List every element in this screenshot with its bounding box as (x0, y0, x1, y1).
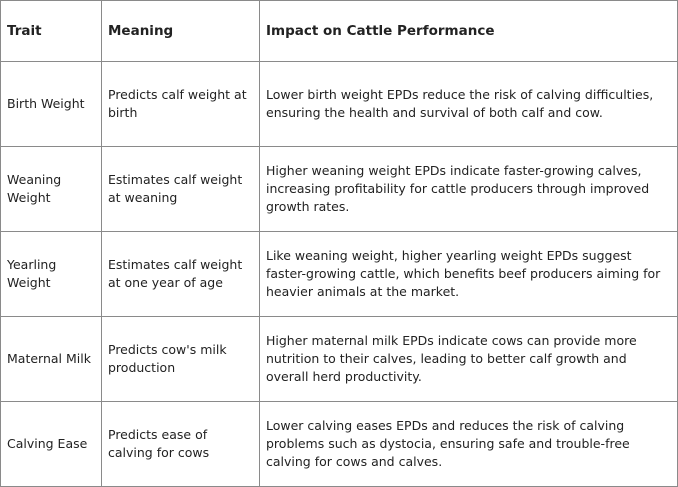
table-row: Birth Weight Predicts calf weight at bir… (0, 61, 678, 147)
meaning-cell: Predicts calf weight at birth (101, 61, 260, 147)
table-row: Calving Ease Predicts ease of calving fo… (0, 401, 678, 487)
trait-cell: Calving Ease (0, 401, 102, 487)
table-row: Yearling Weight Estimates calf weight at… (0, 231, 678, 317)
impact-cell: Lower calving eases EPDs and reduces the… (259, 401, 678, 487)
trait-cell: Weaning Weight (0, 146, 102, 232)
meaning-cell: Predicts ease of calving for cows (101, 401, 260, 487)
meaning-cell: Estimates calf weight at weaning (101, 146, 260, 232)
header-trait: Trait (0, 0, 102, 62)
impact-cell: Higher weaning weight EPDs indicate fast… (259, 146, 678, 232)
impact-cell: Like weaning weight, higher yearling wei… (259, 231, 678, 317)
table-header-row: Trait Meaning Impact on Cattle Performan… (0, 0, 678, 62)
impact-cell: Lower birth weight EPDs reduce the risk … (259, 61, 678, 147)
header-impact: Impact on Cattle Performance (259, 0, 678, 62)
trait-cell: Maternal Milk (0, 316, 102, 402)
meaning-cell: Predicts cow's milk production (101, 316, 260, 402)
meaning-cell: Estimates calf weight at one year of age (101, 231, 260, 317)
table-row: Maternal Milk Predicts cow's milk produc… (0, 316, 678, 402)
trait-cell: Birth Weight (0, 61, 102, 147)
trait-cell: Yearling Weight (0, 231, 102, 317)
table-row: Weaning Weight Estimates calf weight at … (0, 146, 678, 232)
impact-cell: Higher maternal milk EPDs indicate cows … (259, 316, 678, 402)
header-meaning: Meaning (101, 0, 260, 62)
